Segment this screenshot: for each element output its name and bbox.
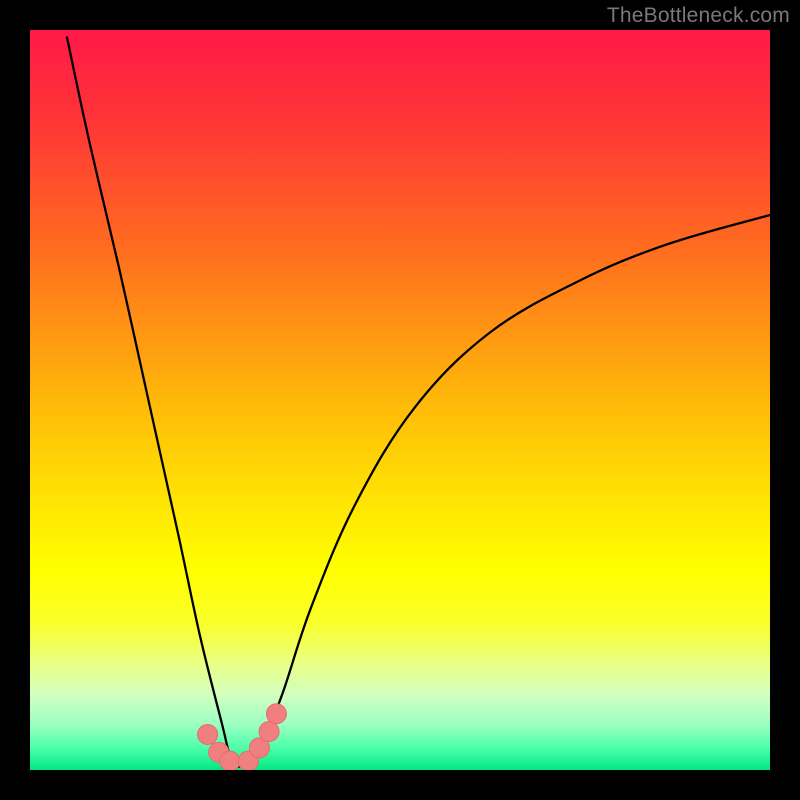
watermark-text: TheBottleneck.com	[607, 4, 790, 28]
curve-marker	[266, 704, 286, 724]
bottleneck-chart	[30, 30, 770, 770]
curve-marker	[198, 724, 218, 744]
marker-group	[198, 704, 287, 770]
curve-marker	[220, 751, 240, 770]
bottleneck-curve	[30, 30, 770, 770]
curve-line	[67, 37, 770, 766]
curve-marker	[259, 722, 279, 742]
